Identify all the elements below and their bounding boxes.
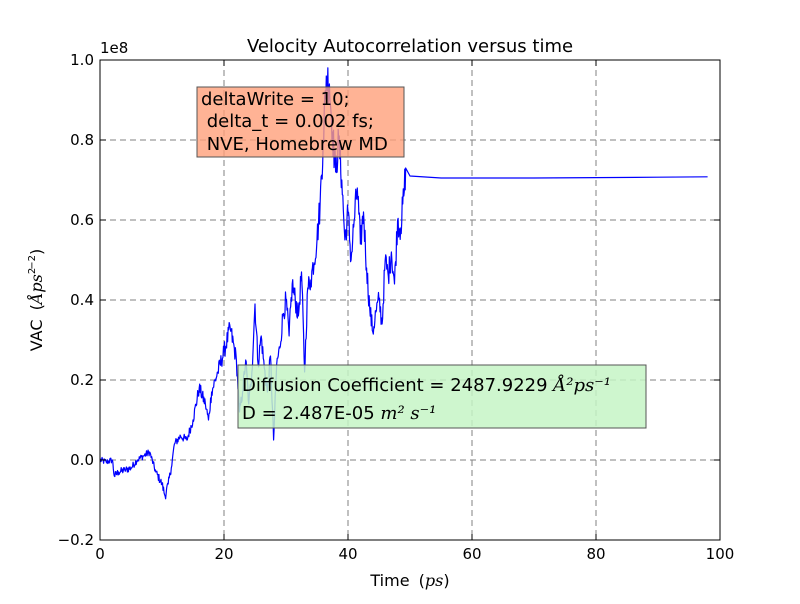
x-axis-label: Time (ps) <box>369 571 449 590</box>
x-axis-label-text: Time <box>369 571 409 590</box>
axis-ticks: 0 20 40 60 80 100 −0.2 0.0 0.2 0.4 0.6 0.8 1.0 <box>58 51 735 563</box>
y-tick-label: 0.4 <box>70 291 94 309</box>
y-axis-label-text: VAC <box>27 319 46 351</box>
annotation-sim-info-line: delta_t = 0.002 fs; <box>201 111 374 132</box>
y-axis-label-sup-2: −2 <box>27 255 38 270</box>
series-layer <box>99 67 708 500</box>
x-tick-label: 80 <box>586 545 605 563</box>
y-tick-label: 0.8 <box>70 131 94 149</box>
diffusion-coefficient-label: Diffusion Coefficient = 2487.9229 <box>242 375 553 396</box>
y-tick-label: −0.2 <box>58 531 94 549</box>
x-tick-label: 40 <box>338 545 357 563</box>
y-axis-multiplier: 1e8 <box>100 39 128 57</box>
y-tick-label: 0.2 <box>70 371 94 389</box>
x-axis-label-unit: ps <box>425 571 443 590</box>
y-axis-label: VAC (Åps2−2) <box>26 249 46 352</box>
annotation-sim-info-line: NVE, Homebrew MD <box>201 134 388 155</box>
y-axis-label-sup-1: 2 <box>27 268 38 274</box>
x-tick-label: 60 <box>462 545 481 563</box>
diffusion-coefficient-text: Diffusion Coefficient = 2487.9229 Å²ps⁻¹ <box>242 374 611 396</box>
x-tick-label: 20 <box>214 545 233 563</box>
annotation-diffusion-box <box>237 364 647 429</box>
annotation-sim-info-line: deltaWrite = 10; <box>201 89 350 110</box>
x-tick-label: 100 <box>706 545 735 563</box>
y-tick-label: 1.0 <box>70 51 94 69</box>
y-tick-label: 0.6 <box>70 211 94 229</box>
diffusion-d-unit: m² s⁻¹ <box>380 403 436 424</box>
annotation-sim-info: deltaWrite = 10; delta_t = 0.002 fs; NVE… <box>196 86 405 158</box>
annotation-diffusion: Diffusion Coefficient = 2487.9229 Å²ps⁻¹… <box>237 364 647 429</box>
diffusion-d-text: D = 2.487E-05 m² s⁻¹ <box>242 403 436 424</box>
x-tick-label: 0 <box>95 545 105 563</box>
chart-title: Velocity Autocorrelation versus time <box>247 36 573 57</box>
y-tick-label: 0.0 <box>70 451 94 469</box>
diffusion-coefficient-unit: Å²ps⁻¹ <box>551 374 611 396</box>
vac-series-line <box>99 67 708 500</box>
diffusion-d-label: D = 2.487E-05 <box>242 403 380 424</box>
annotation-sim-info-box <box>196 86 405 158</box>
y-axis-label-unit-base: Åps <box>26 274 46 306</box>
